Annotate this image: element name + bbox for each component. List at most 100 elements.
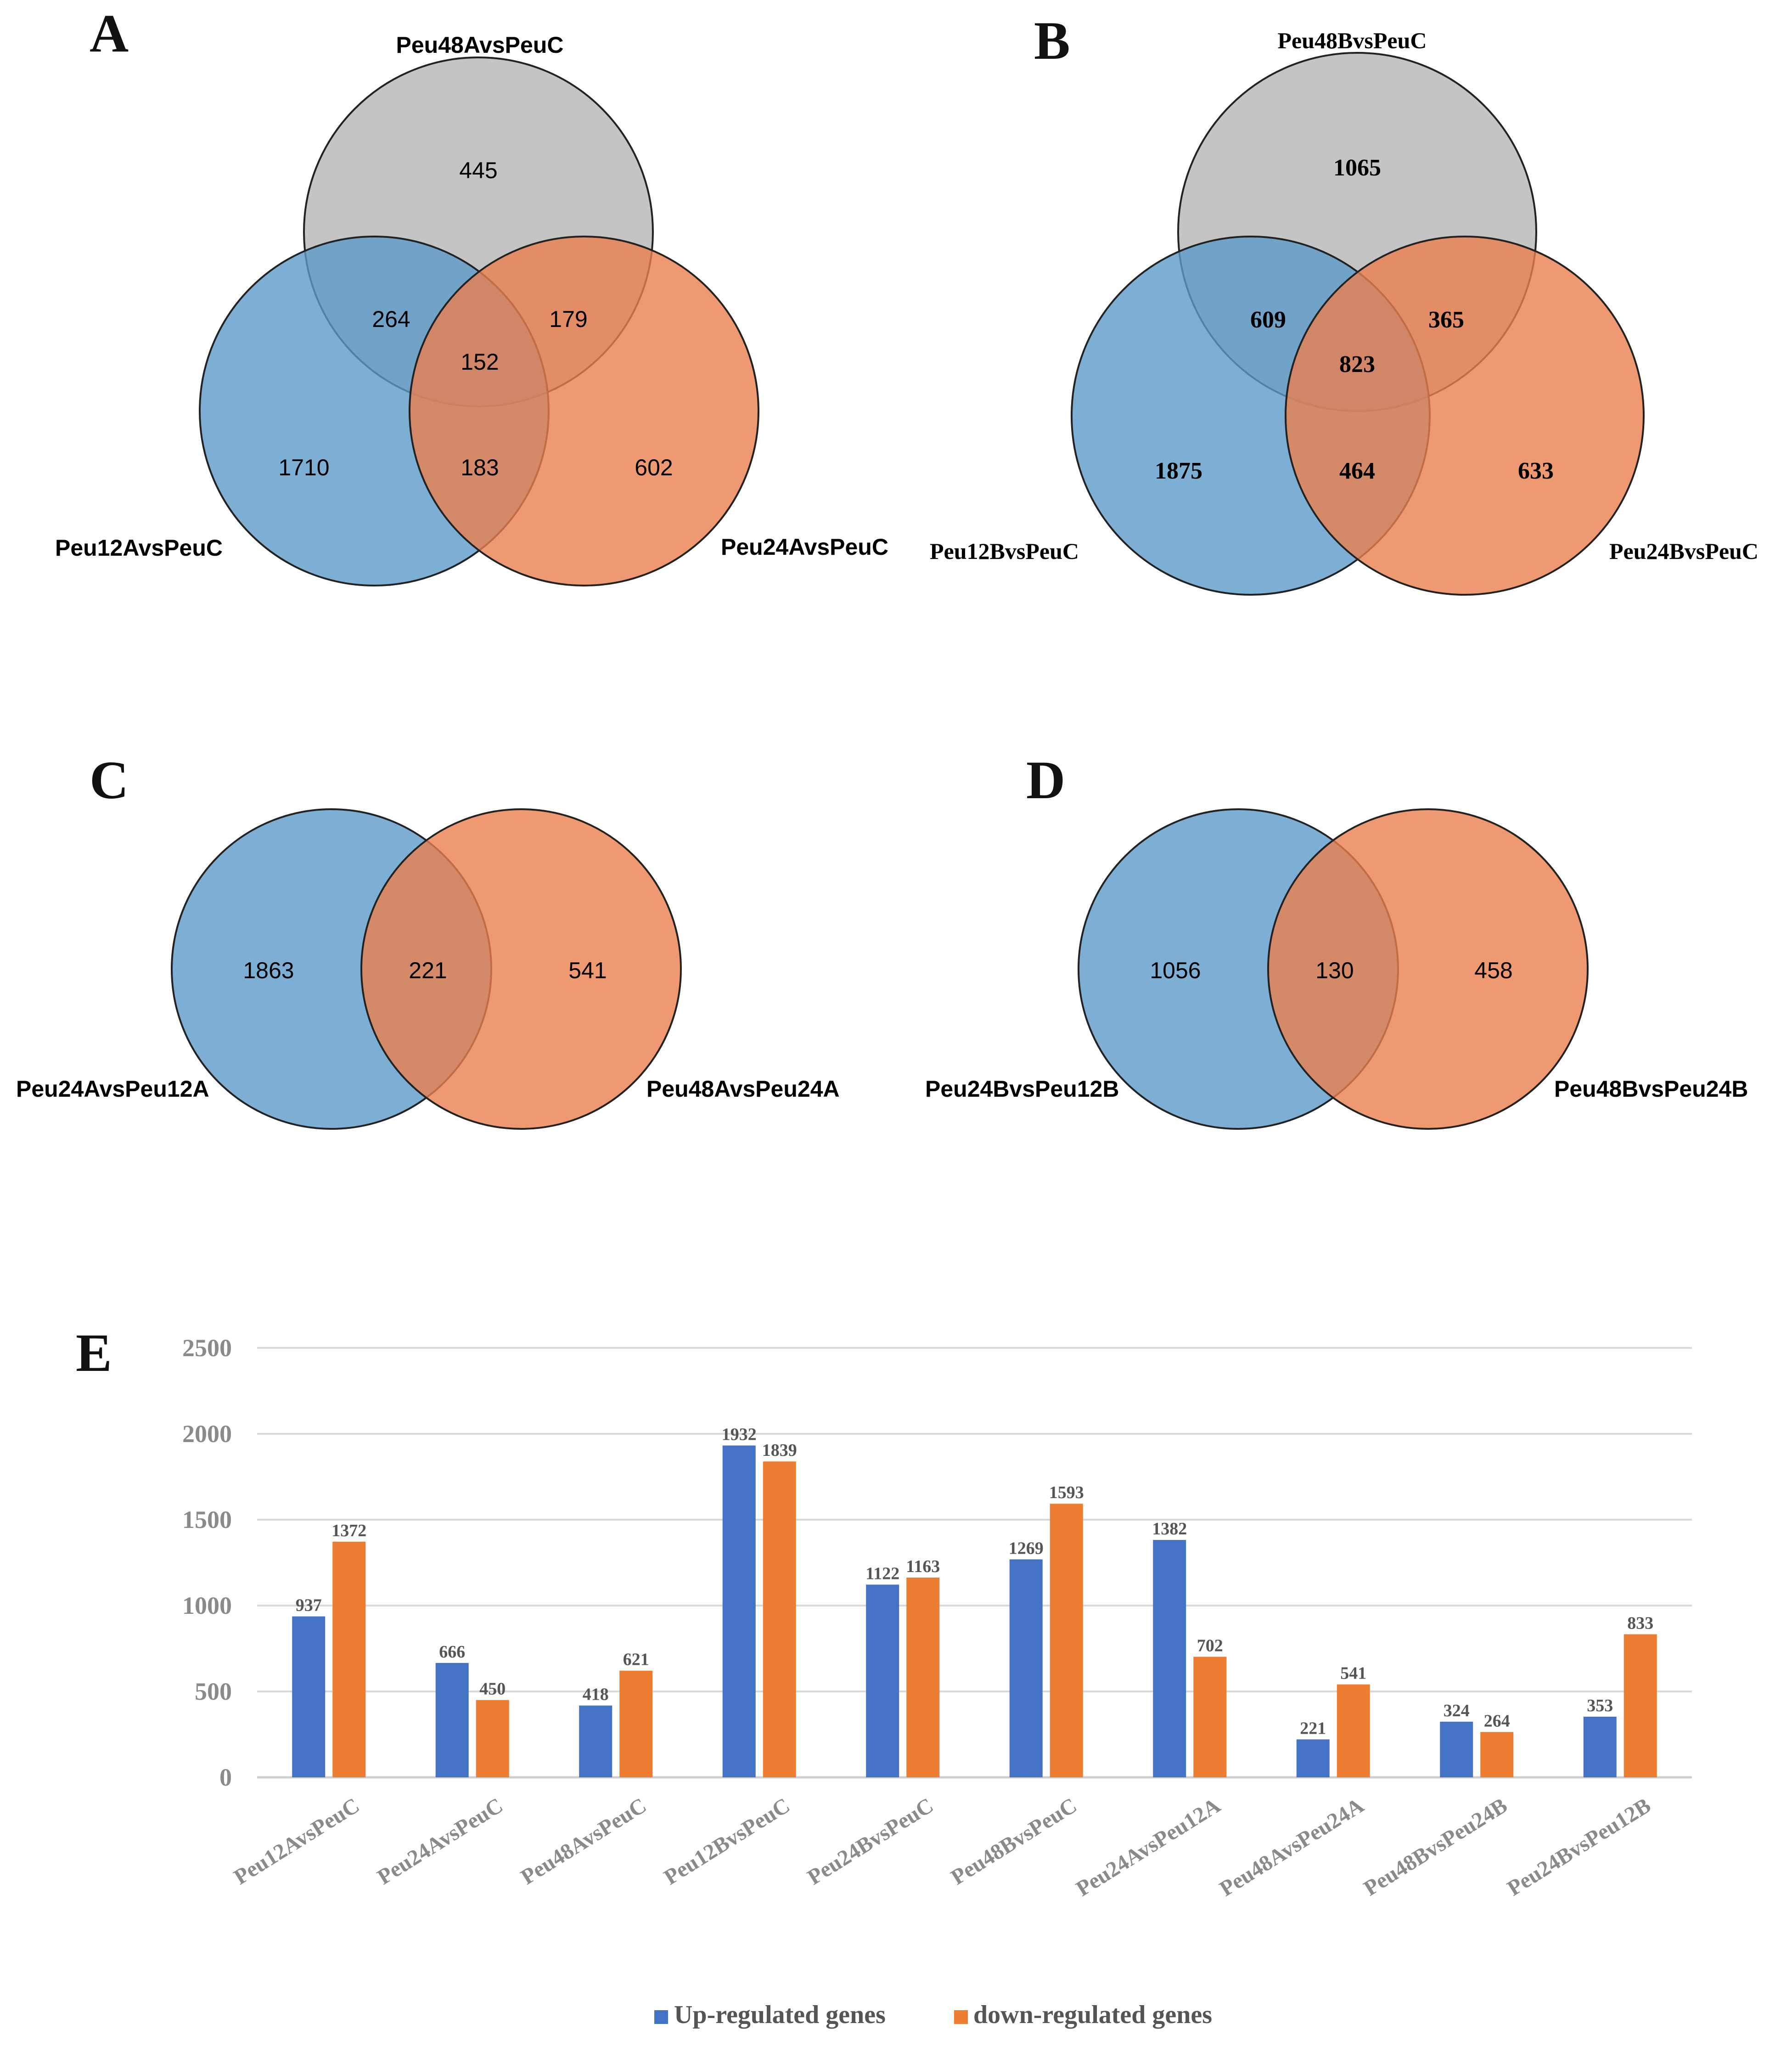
venn-c-circle-right <box>360 808 682 1130</box>
x-tick-label: Peu12BvsPeuC <box>660 1793 794 1889</box>
bar-up <box>1153 1540 1186 1777</box>
venn-c-label-left: Peu24AvsPeu12A <box>16 1076 209 1102</box>
x-tick-label: Peu48BvsPeuC <box>947 1793 1081 1889</box>
bar-up <box>579 1705 612 1777</box>
venn-b-right-only: 633 <box>1518 458 1554 484</box>
bar-down <box>1337 1684 1370 1777</box>
venn-d-circle-right <box>1267 808 1589 1130</box>
venn-c-overlap: 221 <box>409 958 447 983</box>
panel-c-letter: C <box>90 750 129 810</box>
venn-b-label-right: Peu24BvsPeuC <box>1609 538 1758 564</box>
venn-a-top-only: 445 <box>459 158 497 183</box>
data-label: 1593 <box>1049 1483 1084 1502</box>
data-label: 1382 <box>1152 1519 1187 1539</box>
bar-down <box>763 1461 796 1777</box>
panel-b: B Peu48BvsPeuC Peu12BvsPeuC Peu24BvsPeuC… <box>930 11 1758 596</box>
venn-b-left-right: 464 <box>1339 458 1375 484</box>
data-label: 937 <box>296 1596 322 1615</box>
data-label: 1839 <box>762 1441 797 1460</box>
data-label: 1269 <box>1009 1539 1044 1558</box>
data-label: 221 <box>1300 1719 1326 1738</box>
data-label: 1932 <box>722 1425 757 1444</box>
bar-up <box>1440 1721 1473 1777</box>
y-tick-label: 1500 <box>182 1506 232 1533</box>
venn-d-label-right: Peu48BvsPeu24B <box>1554 1076 1748 1102</box>
bar-down <box>1193 1657 1227 1777</box>
venn-d-overlap: 130 <box>1315 958 1354 983</box>
chart-y-axis: 0 500 1000 1500 2000 2500 <box>182 1334 232 1791</box>
venn-a-left-only: 1710 <box>278 455 329 480</box>
x-tick-label: Peu12AvsPeuC <box>230 1793 364 1889</box>
bar-down <box>332 1541 366 1777</box>
chart-bars <box>292 1445 1657 1777</box>
x-tick-label: Peu48AvsPeu24A <box>1215 1793 1368 1901</box>
venn-a-top-left: 264 <box>372 306 410 332</box>
venn-c-left-only: 1863 <box>243 958 294 983</box>
bar-down <box>906 1578 940 1777</box>
data-label: 541 <box>1340 1664 1366 1683</box>
venn-d-right-only: 458 <box>1474 958 1512 983</box>
y-tick-label: 2500 <box>182 1334 232 1362</box>
venn-d-label-left: Peu24BvsPeu12B <box>925 1076 1119 1102</box>
bar-up <box>435 1663 469 1777</box>
x-tick-label: Peu24AvsPeu12A <box>1072 1793 1225 1901</box>
panel-d: D Peu24BvsPeu12B Peu48BvsPeu24B 1056 130… <box>925 750 1748 1130</box>
data-label: 666 <box>439 1642 465 1662</box>
bar-down <box>1623 1634 1657 1777</box>
chart-data-labels: 937 1372 666 450 418 621 1932 1839 1122 1163 1269 1… <box>296 1425 1654 1738</box>
y-tick-label: 500 <box>195 1678 232 1705</box>
venn-a-circle-right <box>409 236 759 586</box>
panel-e-letter: E <box>76 1323 112 1383</box>
venn-a-label-right: Peu24AvsPeuC <box>721 534 888 560</box>
x-tick-label: Peu48AvsPeuC <box>517 1793 651 1889</box>
data-label: 833 <box>1627 1613 1653 1633</box>
venn-a-left-right: 183 <box>461 455 499 480</box>
chart-legend: Up-regulated genes down-regulated genes <box>654 2001 1212 2029</box>
x-tick-label: Peu24BvsPeu12B <box>1503 1793 1655 1900</box>
data-label: 621 <box>623 1650 649 1669</box>
venn-c-right-only: 541 <box>568 958 607 983</box>
bar-chart: 0 500 1000 1500 2000 2500 937 1372 666 450 418 621… <box>182 1334 1692 1901</box>
data-label: 418 <box>583 1685 609 1704</box>
x-tick-label: Peu24BvsPeuC <box>803 1793 938 1889</box>
venn-a-top-right: 179 <box>549 306 587 332</box>
venn-b-center: 823 <box>1339 351 1375 378</box>
panel-d-letter: D <box>1026 750 1065 810</box>
venn-a-label-top: Peu48AvsPeuC <box>396 32 564 58</box>
venn-c-label-right: Peu48AvsPeu24A <box>646 1076 840 1102</box>
y-tick-label: 2000 <box>182 1420 232 1448</box>
data-label: 353 <box>1587 1696 1613 1715</box>
panel-e: E 0 500 1000 1500 2000 2500 937 1372 666 450 418 6… <box>76 1323 1692 2029</box>
bar-up <box>292 1616 326 1777</box>
venn-a-right-only: 602 <box>635 455 673 480</box>
bar-up <box>722 1445 756 1777</box>
bar-down <box>1050 1504 1083 1777</box>
chart-grid <box>257 1347 1692 1779</box>
chart-x-axis: Peu12AvsPeuC Peu24AvsPeuC Peu48AvsPeuC Peu1… <box>230 1793 1655 1901</box>
panel-a: A Peu48AvsPeuC Peu12AvsPeuC Peu24AvsPeuC… <box>55 3 888 586</box>
bar-up <box>866 1584 899 1777</box>
bar-down <box>619 1670 653 1777</box>
venn-a-center: 152 <box>461 349 499 375</box>
x-tick-label: Peu48BvsPeu24B <box>1359 1793 1511 1900</box>
venn-b-label-left: Peu12BvsPeuC <box>930 538 1079 564</box>
venn-b-circle-right <box>1285 236 1645 596</box>
panel-c: C Peu24AvsPeu12A Peu48AvsPeu24A 1863 221… <box>16 750 840 1130</box>
legend-label-down: down-regulated genes <box>973 2001 1212 2029</box>
bar-down <box>1480 1732 1514 1777</box>
data-label: 264 <box>1484 1711 1510 1730</box>
venn-a-label-left: Peu12AvsPeuC <box>55 535 223 561</box>
legend-label-up: Up-regulated genes <box>674 2001 886 2029</box>
legend-swatch-down <box>954 2010 968 2024</box>
venn-b-top-only: 1065 <box>1333 155 1381 181</box>
legend-swatch-up <box>654 2010 668 2024</box>
venn-b-left-only: 1875 <box>1155 458 1202 484</box>
bar-up <box>1583 1716 1617 1777</box>
venn-b-top-right: 365 <box>1428 307 1464 333</box>
bar-up <box>1296 1739 1330 1777</box>
y-tick-label: 1000 <box>182 1592 232 1619</box>
data-label: 324 <box>1444 1701 1470 1720</box>
data-label: 1163 <box>906 1557 940 1576</box>
venn-d-left-only: 1056 <box>1150 958 1201 983</box>
data-label: 1372 <box>331 1521 366 1540</box>
